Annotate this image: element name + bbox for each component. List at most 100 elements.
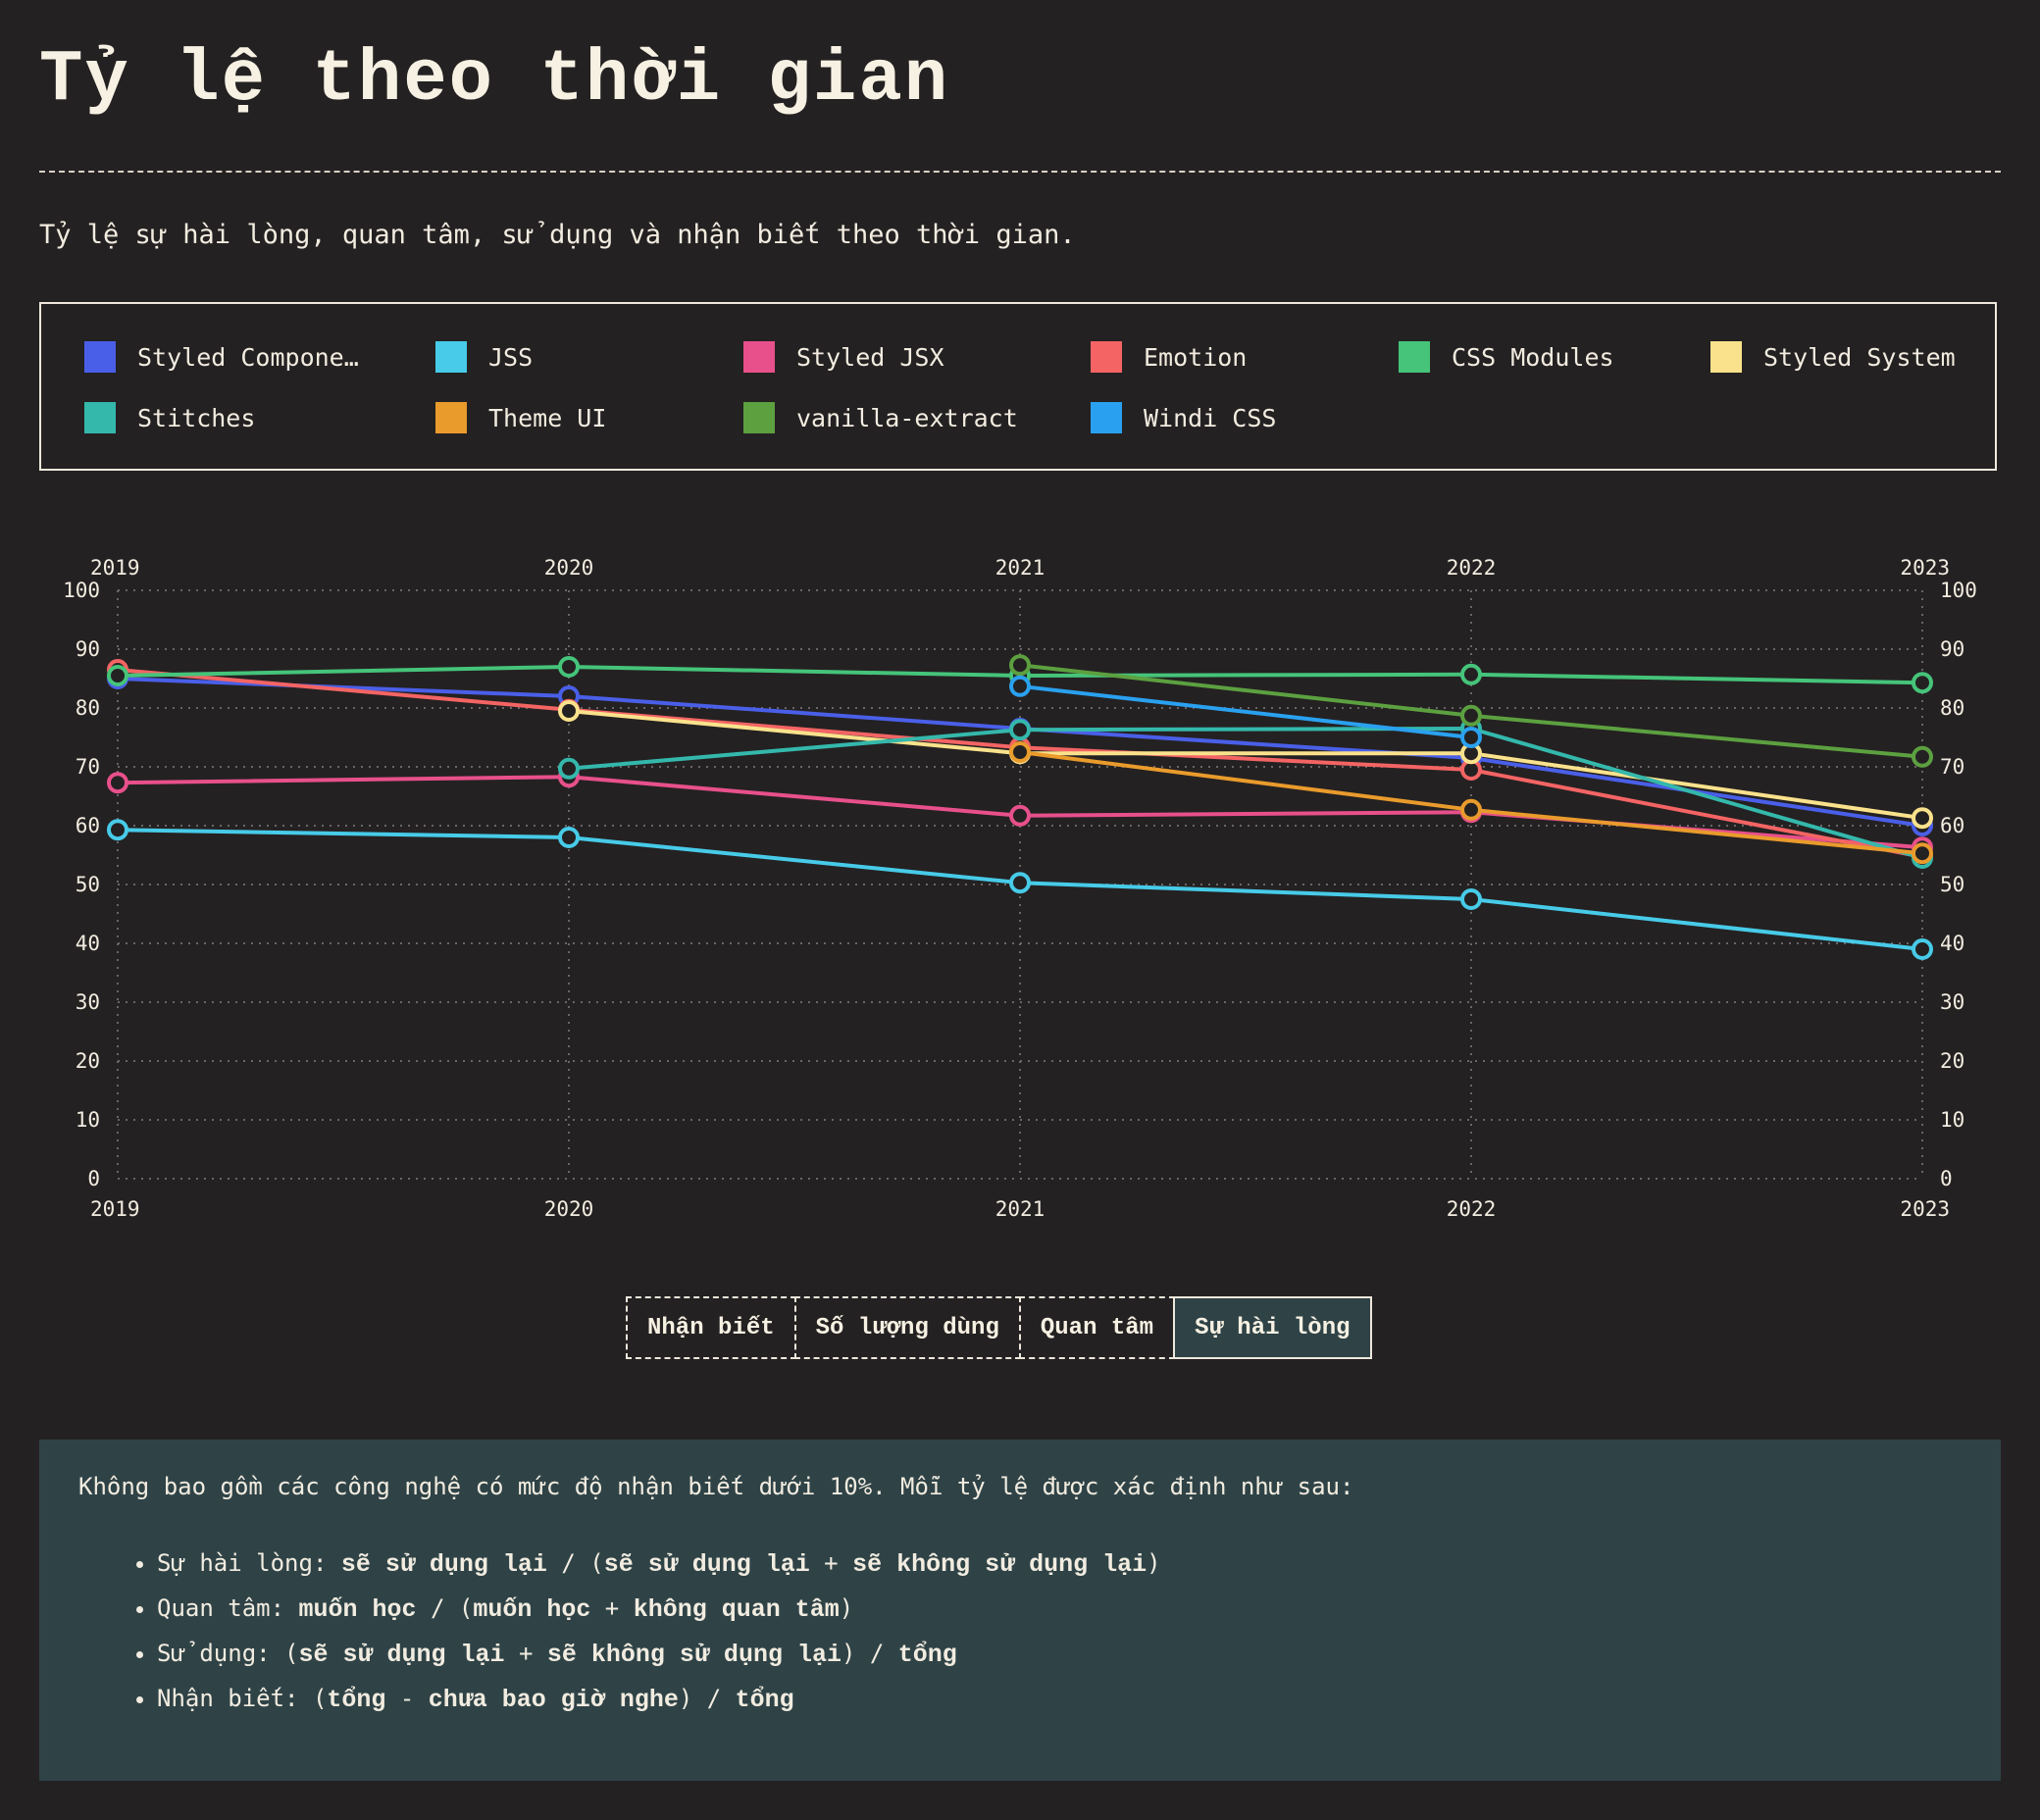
title-divider (39, 171, 2001, 173)
tab-button[interactable]: Sự hài lòng (1173, 1296, 1372, 1359)
legend-item[interactable]: Emotion (1091, 341, 1247, 373)
y-tick-label-left: 60 (76, 814, 100, 837)
legend-swatch (1091, 402, 1122, 433)
y-tick-label-left: 70 (76, 755, 100, 779)
definition-term: muốn học (473, 1595, 591, 1624)
definition-item: Sự hài lòng: sẽ sử dụng lại / (sẽ sử dụn… (157, 1549, 1962, 1579)
data-point (1912, 672, 1933, 694)
data-point (107, 772, 128, 794)
tab-button[interactable]: Nhận biết (626, 1296, 796, 1359)
x-tick-label-bottom: 2020 (544, 1197, 594, 1221)
legend-label: Stitches (137, 403, 256, 432)
legend-label: Theme UI (488, 403, 607, 432)
page-subtitle: Tỷ lệ sự hài lòng, quan tâm, sử dụng và … (39, 220, 1076, 250)
y-tick-label-right: 90 (1940, 637, 1964, 661)
definition-item: Sử dụng: (sẽ sử dụng lại + sẽ không sử d… (157, 1640, 1962, 1669)
definitions-note: Không bao gồm các công nghệ có mức độ nh… (39, 1440, 2001, 1781)
y-tick-label-right: 70 (1940, 755, 1964, 779)
legend-label: Emotion (1144, 342, 1248, 372)
legend-swatch (1091, 341, 1122, 373)
x-tick-label-top: 2022 (1447, 556, 1497, 580)
legend-item[interactable]: CSS Modules (1399, 341, 1614, 373)
legend-item[interactable]: Styled Compone… (84, 341, 359, 373)
y-tick-label-right: 30 (1940, 990, 1964, 1014)
x-tick-label-top: 2023 (1900, 556, 1950, 580)
legend-swatch (84, 402, 116, 433)
legend-label: vanilla-extract (796, 403, 1018, 432)
data-point (1009, 804, 1031, 827)
legend-item[interactable]: JSS (435, 341, 533, 373)
data-point (558, 827, 580, 848)
data-point (1912, 938, 1933, 960)
definition-term: sẽ sử dụng lại (340, 1550, 547, 1579)
y-tick-label-left: 100 (63, 579, 100, 602)
x-tick-label-bottom: 2021 (995, 1197, 1046, 1221)
legend-item[interactable]: vanilla-extract (743, 402, 1018, 433)
x-tick-label-top: 2019 (90, 556, 140, 580)
y-tick-label-right: 80 (1940, 696, 1964, 720)
series-line (568, 727, 1923, 860)
definition-term: tổng (735, 1686, 794, 1714)
legend-swatch (1710, 341, 1742, 373)
legend-item[interactable]: Stitches (84, 402, 255, 433)
legend-label: Styled JSX (796, 342, 944, 372)
y-tick-label-left: 90 (76, 637, 100, 661)
data-point (107, 665, 128, 686)
data-point (1912, 745, 1933, 768)
x-tick-label-bottom: 2023 (1900, 1197, 1950, 1221)
data-point (1460, 888, 1482, 910)
definition-term: sẽ không sử dụng lại (546, 1641, 842, 1669)
data-point (1460, 663, 1482, 685)
x-tick-label-bottom: 2022 (1447, 1197, 1497, 1221)
definition-term: tổng (327, 1686, 386, 1714)
legend-swatch (435, 341, 467, 373)
series-line (1019, 683, 1472, 739)
data-point (1009, 654, 1031, 677)
definition-term: sẽ sử dụng lại (298, 1641, 505, 1669)
legend-swatch (743, 402, 775, 433)
legend-item[interactable]: Styled JSX (743, 341, 944, 373)
data-point (1009, 719, 1031, 741)
tab-button[interactable]: Số lượng dùng (793, 1296, 1021, 1359)
data-point (1009, 872, 1031, 894)
legend-label: Styled Compone… (137, 342, 359, 372)
y-tick-label-left: 20 (76, 1049, 100, 1073)
definition-term: tổng (897, 1641, 957, 1669)
data-point (107, 819, 128, 841)
data-point (1912, 807, 1933, 830)
note-intro: Không bao gồm các công nghệ có mức độ nh… (78, 1473, 1354, 1500)
legend-label: JSS (488, 342, 534, 372)
tab-button[interactable]: Quan tâm (1018, 1296, 1176, 1359)
legend-label: CSS Modules (1452, 342, 1614, 372)
legend-label: Styled System (1763, 342, 1956, 372)
data-point (1460, 798, 1482, 821)
definition-item: Quan tâm: muốn học / (muốn học + không q… (157, 1594, 1962, 1624)
y-tick-label-right: 10 (1940, 1108, 1964, 1132)
series-line (568, 709, 1923, 821)
legend-swatch (743, 341, 775, 373)
y-tick-label-left: 50 (76, 873, 100, 896)
definitions-list: Sự hài lòng: sẽ sử dụng lại / (sẽ sử dụn… (78, 1549, 1962, 1714)
x-tick-label-top: 2020 (544, 556, 594, 580)
y-tick-label-left: 10 (76, 1108, 100, 1132)
y-tick-label-left: 80 (76, 696, 100, 720)
chart-legend: Styled Compone… JSS Styled JSX Emotion CSS M… (39, 302, 1997, 471)
x-tick-label-top: 2021 (995, 556, 1046, 580)
definition-term: không quan tâm (633, 1595, 840, 1624)
y-tick-label-right: 0 (1940, 1167, 1953, 1190)
data-point (1009, 675, 1031, 697)
y-tick-label-left: 40 (76, 932, 100, 955)
data-point (1009, 741, 1031, 763)
legend-item[interactable]: Styled System (1710, 341, 1956, 373)
y-tick-label-left: 0 (87, 1167, 100, 1190)
legend-swatch (84, 341, 116, 373)
page-title: Tỷ lệ theo thời gian (39, 39, 950, 122)
definition-term: sẽ không sử dụng lại (852, 1550, 1148, 1579)
legend-item[interactable]: Windi CSS (1091, 402, 1276, 433)
data-point (1912, 842, 1933, 865)
y-tick-label-right: 50 (1940, 873, 1964, 896)
y-tick-label-right: 100 (1940, 579, 1977, 602)
y-tick-label-right: 60 (1940, 814, 1964, 837)
y-tick-label-right: 40 (1940, 932, 1964, 955)
legend-item[interactable]: Theme UI (435, 402, 606, 433)
